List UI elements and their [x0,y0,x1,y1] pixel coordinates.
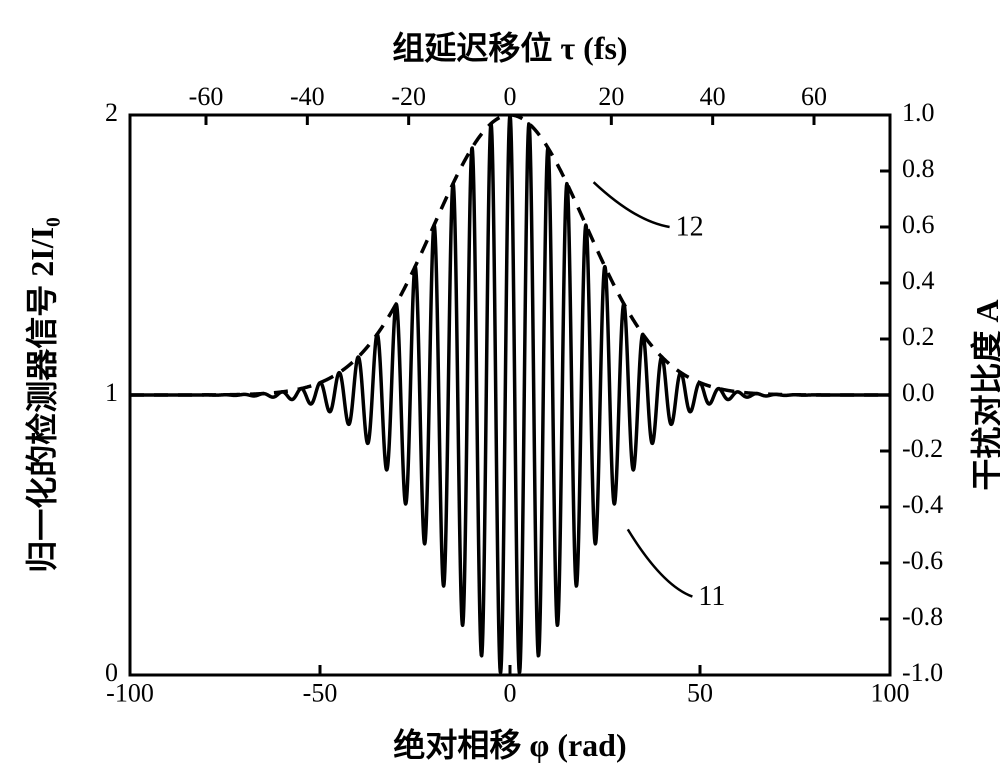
chart-svg: -100-50050100-60-40-200204060012-1.0-0.8… [0,0,1000,781]
tick-label: -60 [189,82,224,111]
tick-label: 1 [105,378,118,407]
tick-label: 0 [504,678,517,707]
y-left-axis-label: 归一化的检测器信号 2I/I₀ [17,217,63,572]
tick-label: -1.0 [902,658,943,687]
tick-label: 0.2 [902,322,935,351]
tick-label: 40 [700,82,726,111]
tick-label: 60 [801,82,827,111]
annotation-label: 11 [698,581,725,612]
tick-label: 50 [687,678,713,707]
tick-label: -0.8 [902,602,943,631]
tick-label: -50 [303,678,338,707]
tick-label: -0.4 [902,490,943,519]
tick-label: 0.0 [902,378,935,407]
tick-label: 0.4 [902,266,935,295]
tick-label: 0 [504,82,517,111]
tick-label: 20 [598,82,624,111]
tick-label: 0 [105,658,118,687]
annotation-label: 12 [676,211,704,242]
tick-label: 0.8 [902,154,935,183]
tick-label: -20 [391,82,426,111]
x-bottom-axis-label: 绝对相移 φ (rad) [393,720,626,766]
x-top-axis-label: 组延迟移位 τ (fs) [392,23,627,69]
tick-label: 0.6 [902,210,935,239]
tick-label: 1.0 [902,98,935,127]
y-right-axis-label: 干扰对比度 A [962,299,1000,490]
tick-label: 2 [105,98,118,127]
tick-label: -40 [290,82,325,111]
tick-label: -0.6 [902,546,943,575]
interferogram-chart: -100-50050100-60-40-200204060012-1.0-0.8… [0,0,1000,781]
tick-label: -0.2 [902,434,943,463]
